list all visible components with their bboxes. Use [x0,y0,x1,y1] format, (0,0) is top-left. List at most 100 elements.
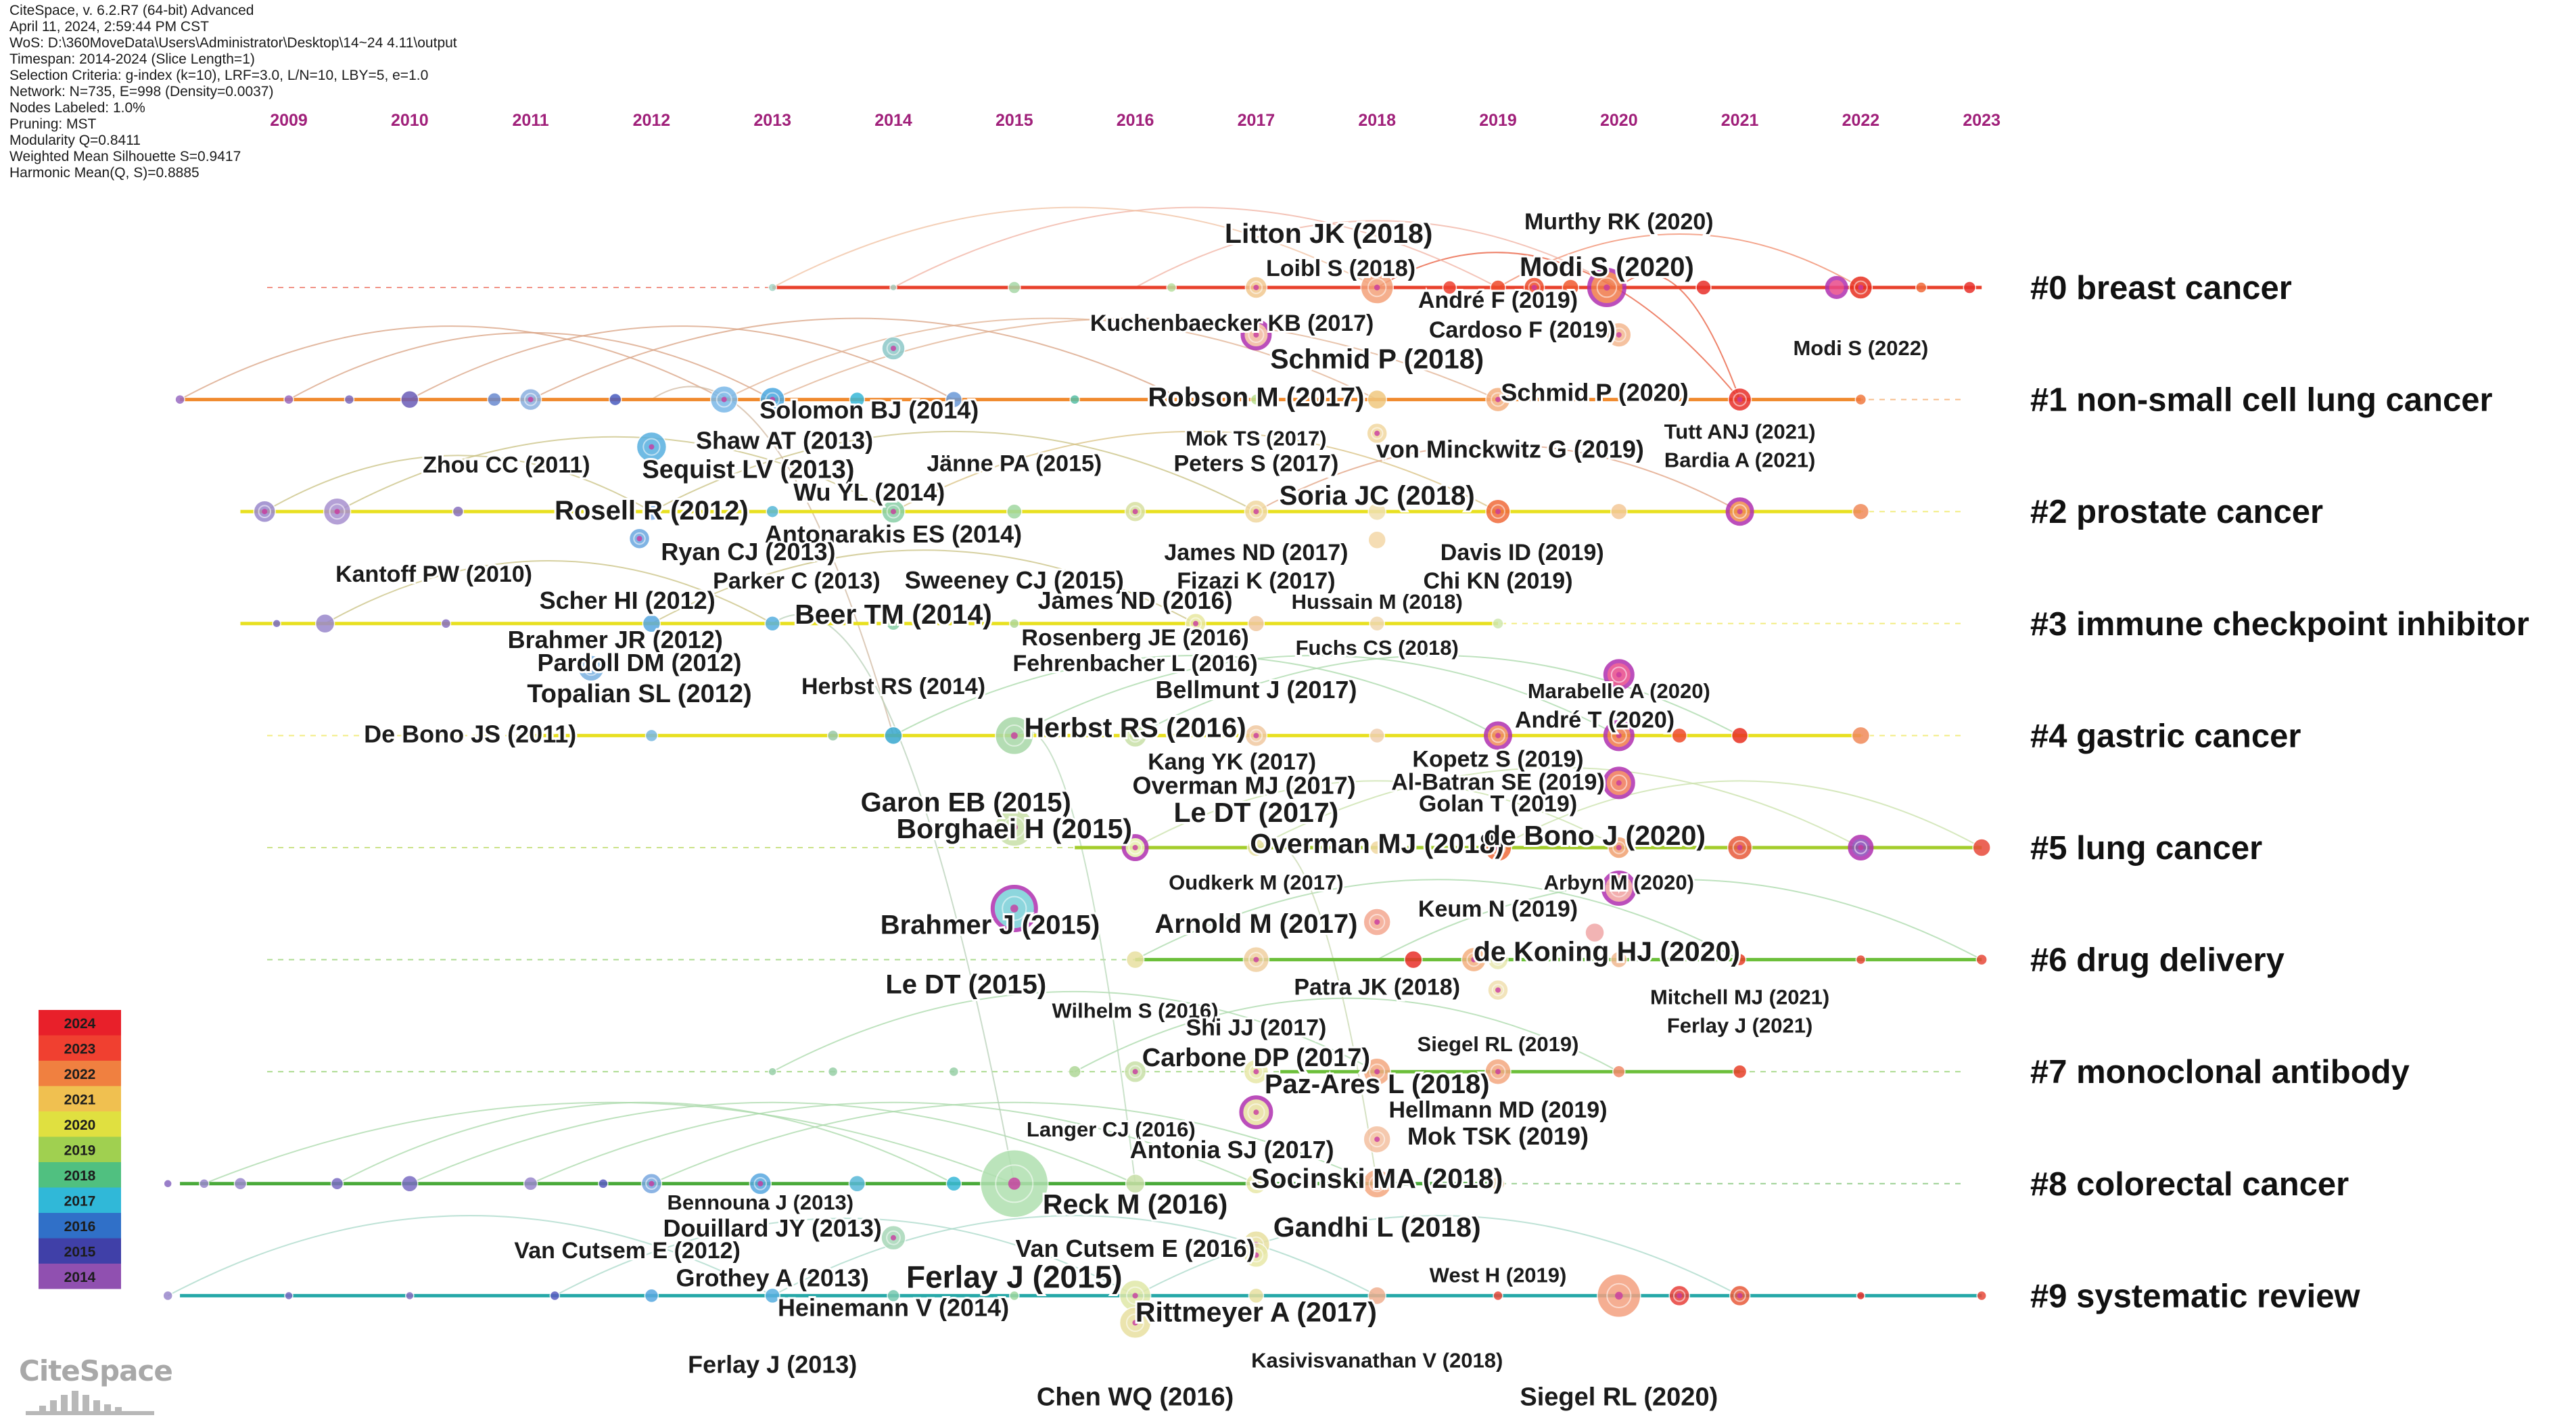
reference-node-ring [645,1177,658,1191]
reference-label: Fuchs CS (2018) [1296,636,1459,660]
metadata-line: Nodes Labeled: 1.0% [9,100,145,116]
reference-node [452,505,465,517]
metadata-line: Timespan: 2014-2024 (Slice Length=1) [9,51,255,67]
reference-node-core [1253,1180,1259,1187]
reference-label: Arbyn M (2020) [1544,871,1694,894]
citation-edge [724,317,1378,400]
reference-node-ring [1854,280,1868,295]
reference-label: Shi JJ (2017) [1186,1015,1326,1041]
reference-label: Brahmer J (2015) [881,911,1100,940]
reference-label: Socinski MA (2018) [1251,1163,1503,1194]
reference-node-core [891,346,896,351]
reference-node-core [1495,733,1501,739]
reference-node [948,1066,960,1077]
cluster-label: #7 monoclonal antibody [2030,1054,2410,1090]
year-tick-label: 2012 [633,111,671,130]
citation-edge [651,1101,1378,1184]
reference-node [1972,838,1991,857]
reference-node-ring [258,505,272,519]
reference-label: Keum N (2019) [1418,896,1578,922]
reference-label: De Bono JS (2011) [364,720,576,747]
reference-node-core [1253,1109,1259,1115]
reference-label: Scher HI (2012) [540,586,716,614]
reference-node [1369,616,1385,632]
reference-node [1250,393,1263,406]
reference-label: Bardia A (2021) [1664,448,1815,472]
reference-node [848,1175,866,1193]
reference-node-ring [1249,729,1263,743]
reference-node [644,1288,659,1304]
legend-swatch [39,1238,121,1264]
reference-node-core [891,1235,896,1241]
reference-label: Mok TSK (2019) [1407,1122,1589,1150]
citation-edge [772,614,1015,1184]
year-tick-label: 2016 [1117,111,1154,130]
citation-edge [530,317,1184,400]
reference-node [1732,1064,1748,1079]
reference-node [1369,727,1385,744]
reference-node [1612,1065,1626,1078]
year-tick-label: 2011 [512,111,548,130]
reference-node [1490,279,1506,296]
legend-swatch [39,1035,121,1061]
reference-label: Marabelle A (2020) [1528,679,1710,703]
citation-edge [1255,766,1861,848]
reference-label: Herbst RS (2014) [801,674,985,699]
reference-label: Garon EB (2015) [861,787,1071,817]
year-tick-label: 2013 [753,111,791,130]
cluster-label: #4 gastric cancer [2030,718,2301,754]
reference-node-core [1374,919,1380,925]
metadata-block: CiteSpace, v. 6.2.R7 (64-bit) Advanced Ap… [9,3,457,181]
reference-node [945,1176,962,1192]
reference-label: Robson M (2017) [1148,383,1364,413]
reference-node-core [1495,957,1501,963]
reference-label: Siegel RL (2019) [1418,1032,1579,1056]
reference-label: Hussain M (2018) [1292,590,1463,614]
reference-node [272,619,281,628]
reference-node-ring [1491,984,1505,996]
reference-node-core [588,665,594,671]
citation-edge [288,331,773,400]
metadata-line: CiteSpace, v. 6.2.R7 (64-bit) Advanced [9,3,254,18]
reference-label: Rosell R (2012) [555,496,749,526]
reference-label: Murthy RK (2020) [1524,209,1714,235]
legend-label: 2014 [64,1270,96,1285]
reference-node-ring [1466,952,1482,967]
reference-node-core [1616,733,1622,739]
reference-node [1493,1290,1503,1302]
year-tick-label: 2017 [1238,111,1275,130]
citation-edge [179,325,725,400]
reference-node-core [1531,285,1537,290]
metadata-line: Selection Criteria: g-index (k=10), LRF=… [9,68,429,83]
reference-label: Le DT (2015) [885,970,1046,1000]
reference-node-core [1132,1320,1138,1326]
reference-node-ring [1369,1131,1386,1148]
legend-swatch [39,1061,121,1086]
reference-node-ring [1610,774,1628,791]
reference-label: Grothey A (2013) [676,1264,868,1291]
reference-label: Douillard JY (2013) [663,1214,881,1242]
reference-node-ring [1610,727,1627,744]
reference-label: Wu YL (2014) [793,478,945,506]
reference-node-core [1253,1252,1259,1258]
reference-node [344,394,355,405]
reference-node [523,1176,538,1191]
reference-node-ring [765,392,780,407]
reference-node-ring [1368,1175,1386,1193]
reference-node-core [1495,396,1501,402]
reference-label: Davis ID (2019) [1441,540,1604,566]
reference-node [163,1179,172,1189]
reference-label: Solomon BJ (2014) [759,396,979,424]
reference-label: Topalian SL (2012) [527,680,751,708]
reference-node-ring [1248,1064,1264,1080]
reference-node-core [757,1180,764,1187]
reference-label: Kang YK (2017) [1148,749,1316,775]
cluster-label: #3 immune checkpoint inhibitor [2030,606,2529,643]
reference-label: Chen WQ (2016) [1037,1383,1234,1411]
reference-node-ring [1733,392,1747,407]
reference-node-ring [1125,1313,1145,1333]
legend-label: 2024 [64,1016,96,1032]
reference-node-ring [1129,505,1142,518]
citation-edge [772,1215,1378,1297]
legend-label: 2017 [64,1193,96,1209]
